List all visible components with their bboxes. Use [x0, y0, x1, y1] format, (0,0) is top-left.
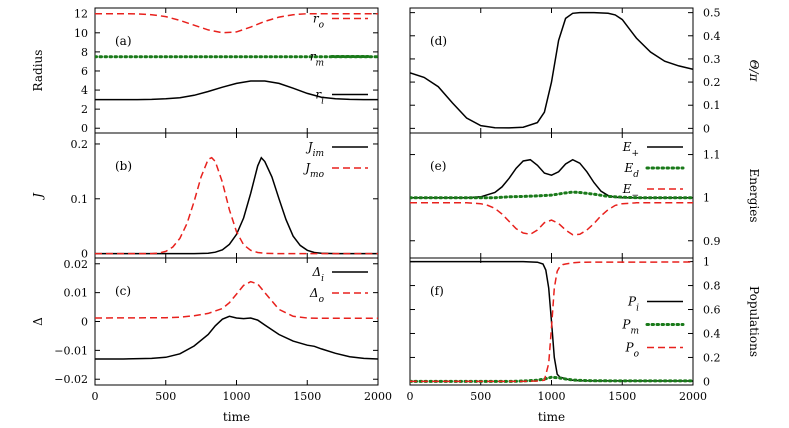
- series-line-r-o: [95, 12, 378, 34]
- legend-label: E+: [622, 140, 639, 159]
- panel-c: 0 500 1000 1500 2000 −0.02 −0.01 0 0.01 0.02 (c) Δi…: [31, 257, 392, 424]
- legend-label: Jim: [305, 140, 324, 159]
- y-tick-label: 0.4: [703, 327, 721, 340]
- y-tick-label: 0.8: [703, 280, 721, 293]
- series-line--i: [95, 315, 378, 360]
- x-tick-label: 2000: [364, 390, 392, 403]
- panel-label: (e): [430, 159, 446, 173]
- y-tick-label: 0.02: [64, 258, 89, 271]
- legend-label: ri: [315, 88, 324, 107]
- y-tick-label: 0.3: [703, 53, 721, 66]
- y-tick-label: 1.1: [703, 149, 721, 162]
- y-tick-label: 6: [81, 65, 88, 78]
- panel-label: (f): [430, 284, 444, 298]
- x-tick-label: 1500: [608, 390, 636, 403]
- y-tick-label: 0.9: [703, 235, 721, 248]
- y-axis-label: Θ/π: [747, 60, 761, 83]
- panel-a: 0 2 4 6 8 10 12 (a) ro rm ri Radius: [31, 7, 379, 135]
- x-tick-label: 0: [92, 390, 99, 403]
- legend-label: rm: [310, 50, 324, 69]
- y-tick-label: 12: [74, 8, 88, 21]
- x-tick-label: 500: [155, 390, 176, 403]
- panel-label: (b): [115, 159, 132, 173]
- series-line-j-mo: [95, 156, 378, 255]
- legend-label: ro: [313, 12, 325, 31]
- series-line-j-im: [95, 156, 378, 255]
- y-tick-label: −0.01: [54, 344, 88, 357]
- y-tick-label: −0.02: [54, 373, 88, 386]
- legend-label: Ed: [623, 161, 639, 180]
- y-axis-label: J: [31, 192, 45, 201]
- y-tick-label: 8: [81, 46, 88, 59]
- series-line-r-i: [95, 80, 378, 101]
- y-tick-label: 2: [81, 103, 88, 116]
- y-tick-label: 10: [74, 27, 88, 40]
- y-tick-label: 0: [703, 122, 710, 135]
- panel-f: 0 500 1000 1500 2000 0 0.2 0.4 0.6 0.8 1 (f) Pi Pm Po P…: [407, 256, 762, 424]
- x-tick-label: 1500: [293, 390, 321, 403]
- y-tick-label: 0.1: [71, 193, 89, 206]
- series-line-e-: [410, 158, 693, 199]
- plot-frame: [94, 7, 379, 134]
- x-tick-label: 500: [470, 390, 491, 403]
- y-axis-label: Energies: [747, 168, 761, 222]
- x-tick-label: 1000: [223, 390, 251, 403]
- y-axis-label: Populations: [747, 286, 761, 357]
- y-tick-label: 0.1: [703, 99, 721, 112]
- legend-label: Δo: [309, 286, 325, 305]
- y-tick-label: 0.01: [64, 287, 89, 300]
- panel-e: 0.9 1 1.1 (e) E+ Ed E− Energies: [409, 132, 761, 259]
- legend-label: E−: [622, 182, 639, 201]
- y-tick-label: 0: [81, 122, 88, 135]
- y-tick-label: 0.4: [703, 30, 721, 43]
- y-axis-label: Radius: [31, 50, 45, 92]
- y-tick-label: 0.5: [703, 7, 721, 20]
- y-tick-label: 0: [81, 248, 88, 261]
- y-tick-label: 0.6: [703, 304, 721, 317]
- panel-label: (d): [430, 34, 447, 48]
- legend-label: Pi: [627, 295, 639, 314]
- legend-label: Δi: [311, 265, 324, 284]
- panel-label: (c): [115, 284, 131, 298]
- series-line-p-o: [410, 261, 693, 383]
- x-axis-label: time: [223, 410, 250, 424]
- plot-frame: [409, 7, 694, 134]
- y-tick-label: 0: [703, 375, 710, 388]
- x-tick-label: 0: [407, 390, 414, 403]
- series-line-theta: [410, 11, 693, 129]
- y-tick-label: 0: [81, 316, 88, 329]
- legend-label: Pm: [621, 318, 639, 337]
- x-tick-label: 1000: [538, 390, 566, 403]
- panel-label: (a): [115, 34, 132, 48]
- legend-label: Jmo: [302, 161, 324, 180]
- series-line--o: [95, 280, 378, 320]
- y-tick-label: 0.2: [703, 351, 721, 364]
- y-tick-label: 0.2: [71, 138, 89, 151]
- panel-d: 0 0.1 0.2 0.3 0.4 0.5 (d) Θ/π: [409, 7, 761, 135]
- x-axis-label: time: [538, 410, 565, 424]
- y-tick-label: 1: [703, 256, 710, 269]
- series-line-e-d: [410, 190, 693, 200]
- series-line-e-: [410, 202, 693, 236]
- plot-frame: [94, 257, 379, 386]
- panel-b: 0 0.1 0.2 (b) Jim Jmo J: [31, 132, 379, 261]
- y-tick-label: 4: [81, 84, 88, 97]
- legend-label: Po: [625, 341, 640, 360]
- y-axis-label: Δ: [31, 317, 45, 326]
- y-tick-label: 0.2: [703, 76, 721, 89]
- y-tick-label: 1: [703, 192, 710, 205]
- x-tick-label: 2000: [679, 390, 707, 403]
- plot-frame: [94, 132, 379, 259]
